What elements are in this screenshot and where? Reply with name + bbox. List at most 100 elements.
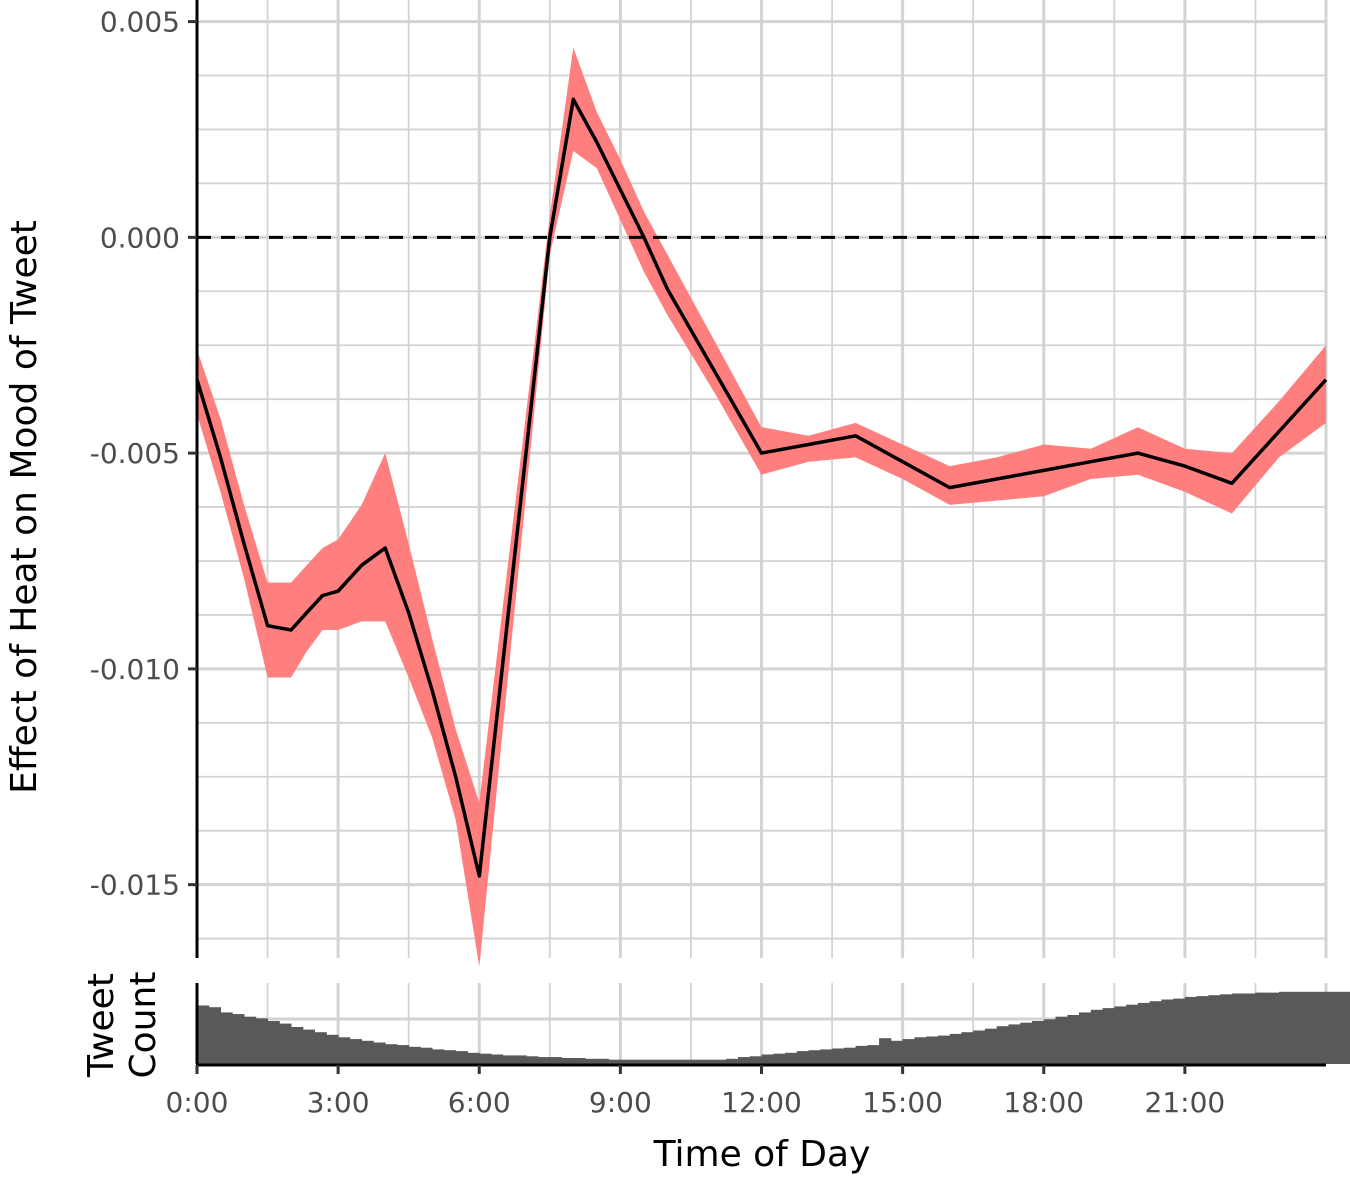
histogram-bar [361,1040,374,1064]
histogram-bar [867,1045,880,1064]
histogram-bar [1137,1002,1150,1064]
histogram-bar [1008,1024,1021,1064]
histogram-bar [984,1028,998,1064]
histogram-bar [255,1018,268,1064]
histogram-bar [1114,1006,1127,1064]
histogram-bar [279,1023,292,1064]
histogram-bar [843,1047,856,1064]
histogram-bar [808,1050,821,1064]
histogram-panel: 0:00 3:00 6:00 9:00 12:00 15:00 18:00 21:00 [166,983,1350,1119]
histogram-bar [832,1048,845,1064]
histogram-bar [1243,993,1256,1064]
histogram-bar [314,1032,327,1064]
histogram-bar [1290,991,1303,1064]
histogram-bar [785,1052,798,1064]
histogram-bar [1196,996,1209,1064]
histogram-bar [937,1035,951,1064]
y-tick-label: -0.010 [90,653,180,686]
histogram-bar [1173,998,1186,1064]
histogram-bar [396,1045,410,1064]
x-tick-label: 12:00 [721,1086,802,1119]
histogram-y-axis-title-line: Tweet [81,973,122,1078]
histogram-bar [608,1059,621,1064]
x-tick-label: 21:00 [1145,1086,1226,1119]
histogram-bar [996,1026,1009,1064]
histogram-bar [1079,1012,1092,1064]
histogram-bar [1231,993,1245,1064]
histogram-bar [679,1059,692,1064]
histogram-bar [561,1058,574,1064]
histogram-bar [702,1059,715,1064]
x-tick-label: 0:00 [166,1086,229,1119]
histogram-bar [667,1059,680,1064]
histogram-bar [302,1029,315,1064]
histogram-bar [973,1030,986,1064]
histogram-bar [643,1059,657,1064]
histogram-bar [961,1032,974,1064]
histogram-bar [632,1059,645,1064]
histogram-bar [902,1039,915,1064]
histogram-bar [620,1059,633,1064]
histogram-bar [1267,992,1280,1064]
histogram-bar [385,1044,398,1064]
histogram-bar [514,1055,527,1064]
histogram-bar [373,1042,386,1064]
histogram-bar [761,1054,774,1064]
histogram-bar [526,1056,539,1064]
histogram-bar [1337,991,1350,1064]
histogram-bar [479,1053,492,1064]
histogram-bar [267,1021,280,1064]
histogram-bar [220,1012,233,1064]
y-axis-title: Effect of Heat on Mood of Tweet [4,220,45,794]
histogram-bar [820,1049,833,1064]
histogram-bar [538,1057,551,1064]
histogram-bar [890,1040,904,1064]
histogram-bar [1161,999,1174,1064]
y-tick-label: 0.005 [100,6,180,39]
histogram-bar [549,1057,562,1064]
histogram-bar [197,1005,210,1064]
x-tick-label: 3:00 [307,1086,370,1119]
histogram-bar [244,1016,257,1064]
histogram-bar [749,1056,762,1064]
histogram-bar [1020,1022,1033,1064]
histogram-bar [1220,994,1233,1064]
histogram-bar [349,1039,363,1064]
histogram-y-axis-title-line: Count [123,972,164,1079]
histogram-bar [455,1051,468,1064]
histogram-bar [208,1007,221,1064]
histogram-bar [491,1054,504,1064]
histogram-bar [949,1033,962,1064]
histogram-bar [796,1051,809,1064]
histogram-bar [1279,991,1292,1064]
histogram-bar [232,1014,245,1064]
histogram-bar [1126,1004,1139,1064]
histogram-y-axis-title: TweetCount [81,972,164,1079]
histogram-bar [338,1037,351,1064]
histogram-bar [773,1053,786,1064]
histogram-bar [690,1059,704,1064]
x-tick-label: 15:00 [862,1086,943,1119]
histogram-bar [326,1034,339,1064]
histogram-bar [726,1058,739,1064]
histogram-bar [1043,1019,1056,1064]
histogram-bar [585,1058,598,1064]
histogram-bar [1208,995,1221,1064]
histogram-bar [432,1049,445,1064]
histogram-bar [1255,992,1268,1064]
histogram-bar [502,1055,515,1064]
histogram-bar [738,1057,751,1064]
x-axis-title: Time of Day [653,1134,871,1175]
effect-line [195,97,1328,878]
histogram-bar [1149,1001,1162,1064]
y-tick-label: -0.005 [90,437,180,470]
effect-panel: 0.005 0.000 -0.005 -0.010 -0.015 [90,0,1328,967]
x-tick-label: 6:00 [448,1086,511,1119]
histogram-bar [1314,991,1327,1064]
histogram-bar [926,1036,939,1064]
histogram-bar [408,1046,421,1064]
histogram-bar [1067,1015,1080,1064]
histogram-bar [855,1045,868,1064]
histogram-bar [1032,1021,1045,1064]
